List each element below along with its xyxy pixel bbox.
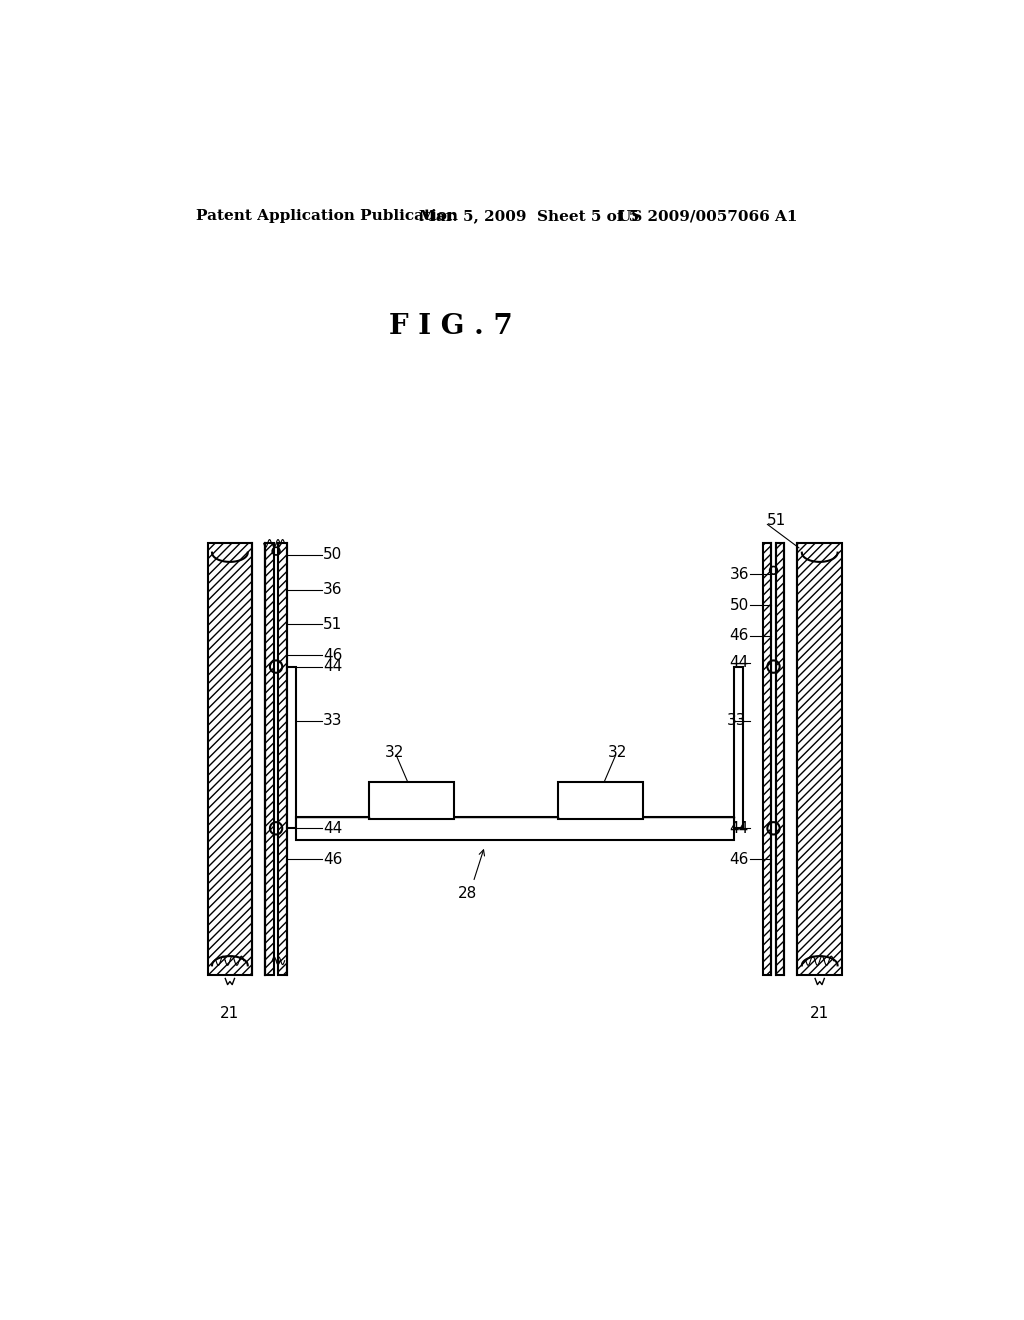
- Text: 50: 50: [323, 548, 342, 562]
- Text: 36: 36: [730, 566, 750, 582]
- Bar: [296, 817, 734, 840]
- Bar: [370, 781, 454, 818]
- Bar: [287, 667, 296, 829]
- Bar: [734, 667, 743, 829]
- Bar: [558, 781, 643, 818]
- Text: 44: 44: [730, 821, 749, 836]
- Text: Mar. 5, 2009  Sheet 5 of 5: Mar. 5, 2009 Sheet 5 of 5: [419, 209, 639, 223]
- Text: 21: 21: [810, 1006, 829, 1020]
- Text: 51: 51: [767, 512, 785, 528]
- Text: 44: 44: [323, 659, 342, 675]
- Text: 32: 32: [607, 746, 627, 760]
- Text: 32: 32: [385, 746, 404, 760]
- Text: 46: 46: [730, 628, 749, 643]
- Text: 44: 44: [730, 655, 749, 671]
- Text: F I G . 7: F I G . 7: [388, 313, 512, 339]
- Bar: [763, 544, 771, 974]
- Text: 44: 44: [323, 821, 342, 836]
- Text: 50: 50: [730, 598, 749, 612]
- Text: US 2009/0057066 A1: US 2009/0057066 A1: [617, 209, 798, 223]
- Bar: [208, 544, 252, 974]
- Text: 46: 46: [323, 851, 342, 867]
- Bar: [798, 544, 842, 974]
- Text: 51: 51: [323, 616, 342, 632]
- Text: 46: 46: [730, 851, 749, 867]
- Text: 33: 33: [727, 713, 746, 729]
- Bar: [776, 544, 784, 974]
- Text: 46: 46: [323, 648, 342, 663]
- Text: 28: 28: [458, 886, 477, 902]
- Bar: [279, 544, 287, 974]
- Bar: [265, 544, 273, 974]
- Text: 33: 33: [323, 713, 343, 729]
- Text: 21: 21: [220, 1006, 240, 1020]
- Text: 36: 36: [323, 582, 343, 597]
- Text: Patent Application Publication: Patent Application Publication: [196, 209, 458, 223]
